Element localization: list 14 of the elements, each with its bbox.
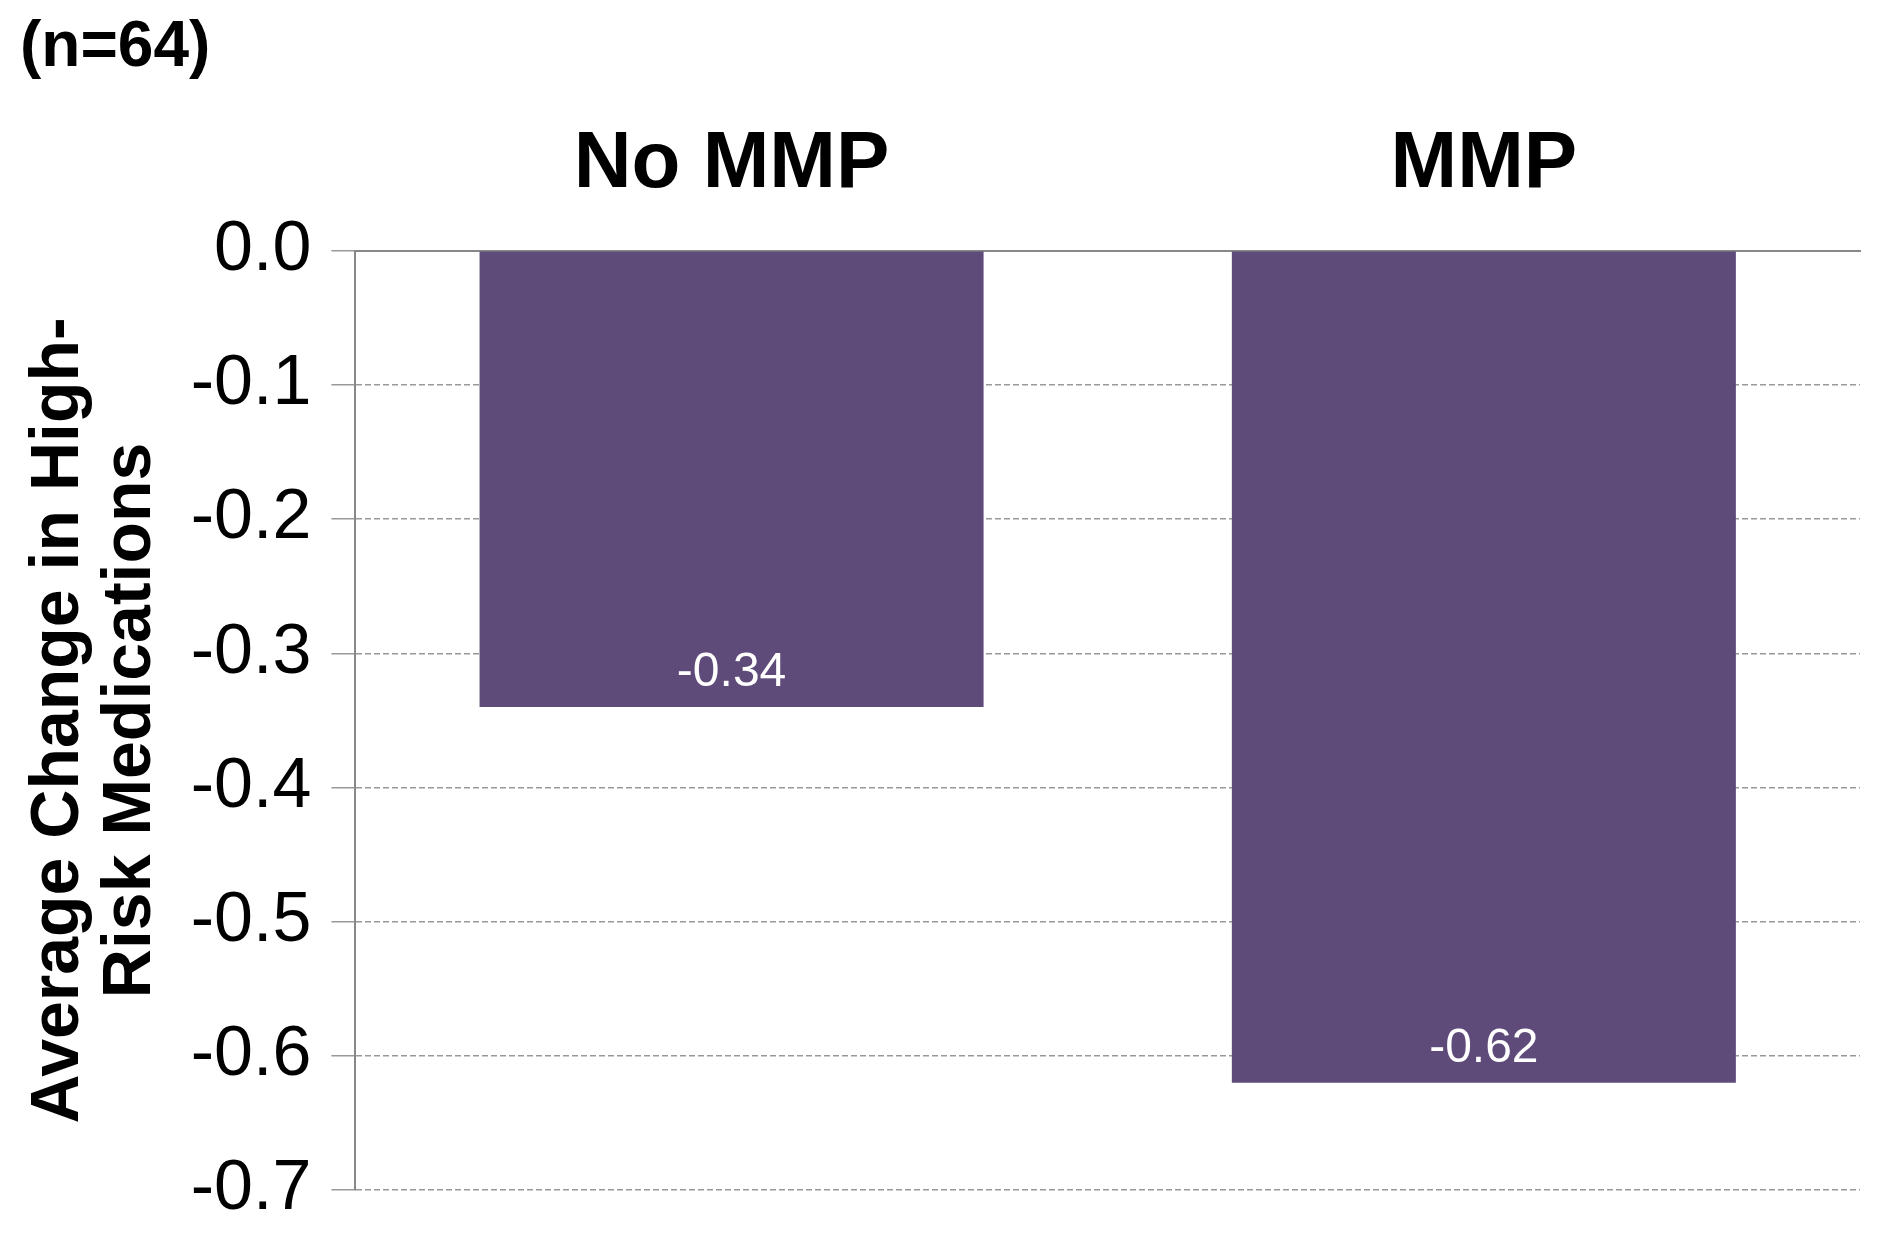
y-tick-label: -0.5 <box>190 877 312 956</box>
y-tick-label: -0.6 <box>190 1012 312 1091</box>
y-tick-label: -0.2 <box>190 475 312 554</box>
y-tick-label: -0.7 <box>190 1146 312 1225</box>
data-label: -0.34 <box>676 643 787 697</box>
y-tick-label: -0.3 <box>190 609 312 688</box>
x-tick-label: No MMP <box>573 114 890 204</box>
chart-title: (n=64) <box>20 8 211 81</box>
y-axis-title: Average Change in High-Risk Medications <box>16 317 164 1124</box>
y-tick-label: 0.0 <box>214 207 312 286</box>
y-tick-label: -0.4 <box>190 743 312 822</box>
x-tick-label: MMP <box>1390 114 1578 204</box>
y-tick-label: -0.1 <box>190 341 312 420</box>
data-label: -0.62 <box>1429 1018 1539 1072</box>
